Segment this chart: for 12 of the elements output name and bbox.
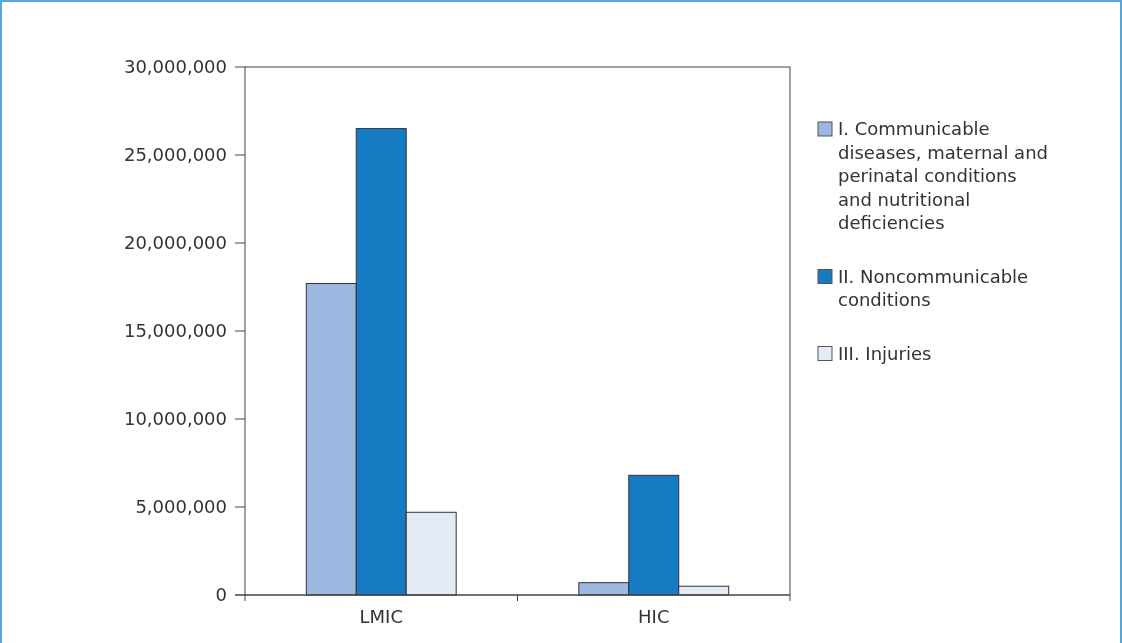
y-tick-label: 25,000,000 bbox=[123, 144, 227, 166]
legend-label: I. Communicable diseases, maternal and perinatal conditions and nutritional deficiencies bbox=[838, 118, 1048, 233]
y-tick-label: 30,000,000 bbox=[123, 56, 227, 78]
y-tick-label: 5,000,000 bbox=[135, 496, 227, 518]
y-tick-label: 20,000,000 bbox=[123, 232, 227, 254]
y-tick-label: 0 bbox=[215, 584, 227, 606]
legend-label: III. Injuries bbox=[838, 342, 932, 364]
x-tick-label: LMIC bbox=[359, 606, 403, 627]
y-tick-label: 10,000,000 bbox=[123, 408, 227, 430]
x-tick-label: HIC bbox=[638, 606, 670, 627]
legend-label: II. Noncommunicable conditions bbox=[838, 265, 1029, 310]
y-tick-label: 15,000,000 bbox=[123, 320, 227, 342]
